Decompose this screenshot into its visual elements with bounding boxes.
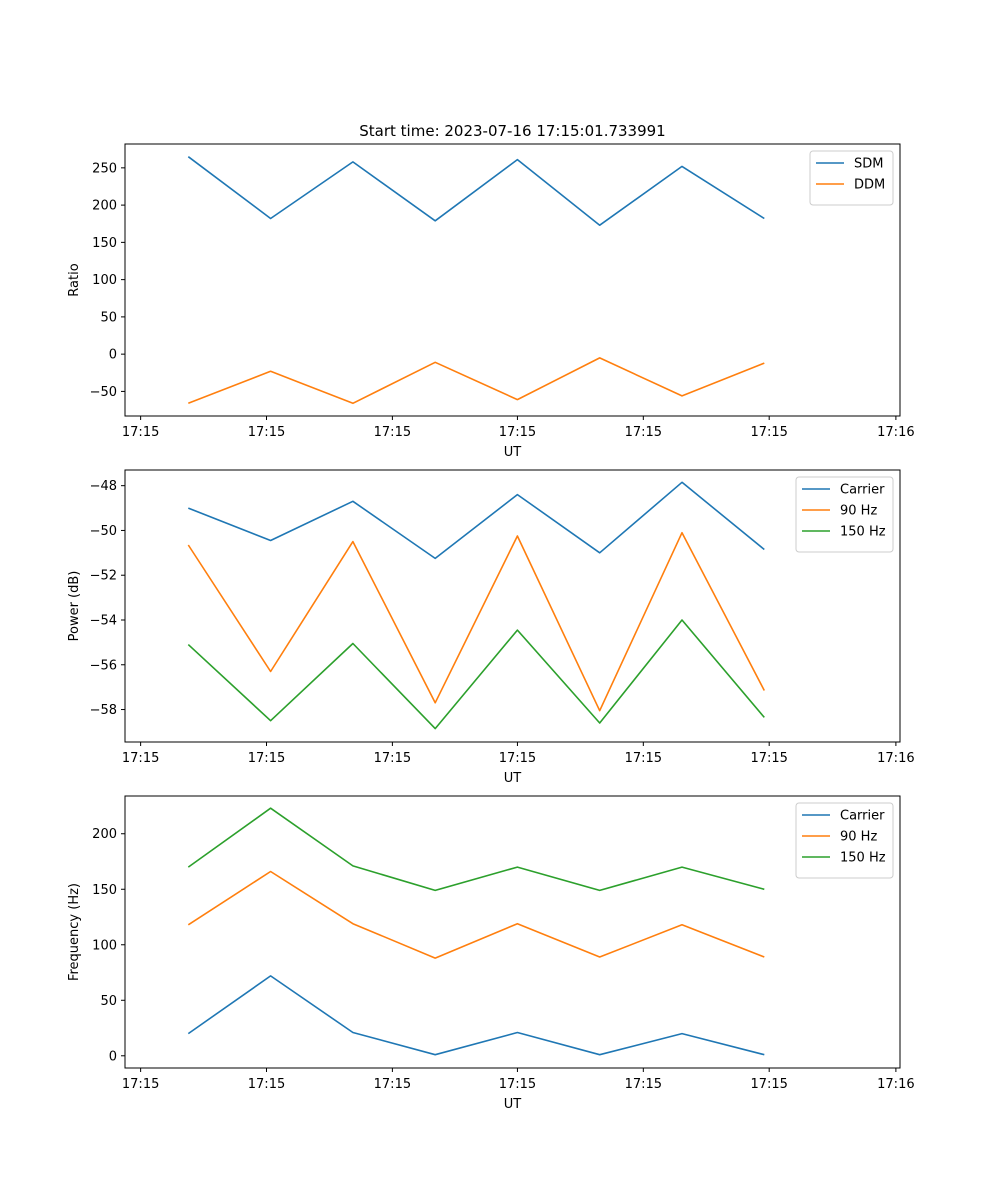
series-line-150-hz — [187, 807, 765, 892]
y-axis-label: Ratio — [67, 263, 82, 296]
series-line-90-hz — [187, 870, 765, 959]
x-tick-label: 17:15 — [374, 425, 411, 440]
x-tick-label: 17:15 — [248, 425, 285, 440]
subplot-1: Start time: 2023-07-16 17:15:01.733991 −5… — [67, 122, 915, 460]
x-tick-label: 17:15 — [499, 1077, 536, 1092]
y-tick-label: −50 — [90, 524, 117, 539]
x-tick-label: 17:15 — [750, 1077, 787, 1092]
series-line-90-hz — [187, 531, 766, 712]
legend-label: 150 Hz — [840, 851, 886, 866]
x-tick-label: 17:15 — [248, 1077, 285, 1092]
axes-frame — [124, 469, 901, 743]
y-tick-label: 100 — [92, 273, 117, 288]
x-tick-label: 17:15 — [374, 751, 411, 766]
subplot-2: −58 −56 −54 −52 −50 −48 17:15 17:15 17:15 17:15 17… — [67, 469, 915, 786]
y-tick-label: −54 — [90, 613, 117, 628]
x-tick-label: 17:15 — [499, 425, 536, 440]
subplot-3: 0 50 100 150 200 17:15 17:15 17:15 17:15 17:15 17:… — [67, 795, 915, 1112]
y-tick-label: 150 — [92, 883, 117, 898]
y-tick-label: −48 — [90, 479, 117, 494]
legend-label: Carrier — [840, 809, 885, 824]
legend: Carrier 90 Hz 150 Hz — [795, 802, 894, 879]
x-tick-label: 17:15 — [625, 1077, 662, 1092]
x-tick-label: 17:15 — [750, 751, 787, 766]
y-tick-label: 200 — [92, 827, 117, 842]
legend-box — [795, 476, 894, 553]
series-line-carrier — [188, 481, 765, 560]
legend-box — [809, 150, 894, 206]
x-tick-label: 17:16 — [877, 1077, 914, 1092]
y-tick-label: 250 — [92, 161, 117, 176]
x-tick-label: 17:15 — [122, 1077, 159, 1092]
legend-label: 90 Hz — [840, 504, 877, 519]
y-tick-label: −58 — [90, 703, 117, 718]
x-tick-label: 17:15 — [750, 425, 787, 440]
x-tick-label: 17:15 — [122, 425, 159, 440]
x-tick-label: 17:15 — [122, 751, 159, 766]
legend-label: 90 Hz — [840, 830, 877, 845]
x-tick-label: 17:16 — [877, 751, 914, 766]
legend: SDM DDM — [809, 150, 894, 206]
legend-label: SDM — [854, 157, 883, 172]
chart-title: Start time: 2023-07-16 17:15:01.733991 — [359, 122, 665, 140]
y-tick-label: 200 — [92, 199, 117, 214]
legend-label: 150 Hz — [840, 525, 886, 540]
y-tick-label: −56 — [90, 658, 117, 673]
axes-frame — [124, 143, 901, 417]
series-line-150-hz — [187, 619, 765, 730]
x-tick-label: 17:15 — [625, 425, 662, 440]
x-tick-label: 17:16 — [877, 425, 914, 440]
x-axis-label: UT — [504, 1097, 522, 1112]
y-axis-label: Frequency (Hz) — [67, 883, 82, 981]
series-line-ddm — [188, 357, 765, 405]
legend-label: Carrier — [840, 483, 885, 498]
y-tick-label: 50 — [100, 994, 117, 1009]
x-axis-label: UT — [504, 771, 522, 786]
x-tick-label: 17:15 — [248, 751, 285, 766]
legend-label: DDM — [854, 178, 885, 193]
series-line-sdm — [187, 156, 765, 226]
y-tick-label: 50 — [100, 310, 117, 325]
y-tick-label: −50 — [90, 385, 117, 400]
y-tick-label: −52 — [90, 569, 117, 584]
y-tick-label: 0 — [109, 348, 117, 363]
x-axis-label: UT — [504, 445, 522, 460]
series-line-carrier — [187, 975, 765, 1056]
legend: Carrier 90 Hz 150 Hz — [795, 476, 894, 553]
x-tick-label: 17:15 — [499, 751, 536, 766]
y-tick-label: 0 — [109, 1049, 117, 1064]
y-tick-label: 150 — [92, 236, 117, 251]
legend-box — [795, 802, 894, 879]
y-tick-label: 100 — [92, 938, 117, 953]
y-axis-label: Power (dB) — [67, 571, 82, 642]
x-tick-label: 17:15 — [625, 751, 662, 766]
x-tick-label: 17:15 — [374, 1077, 411, 1092]
axes-frame — [124, 795, 901, 1069]
